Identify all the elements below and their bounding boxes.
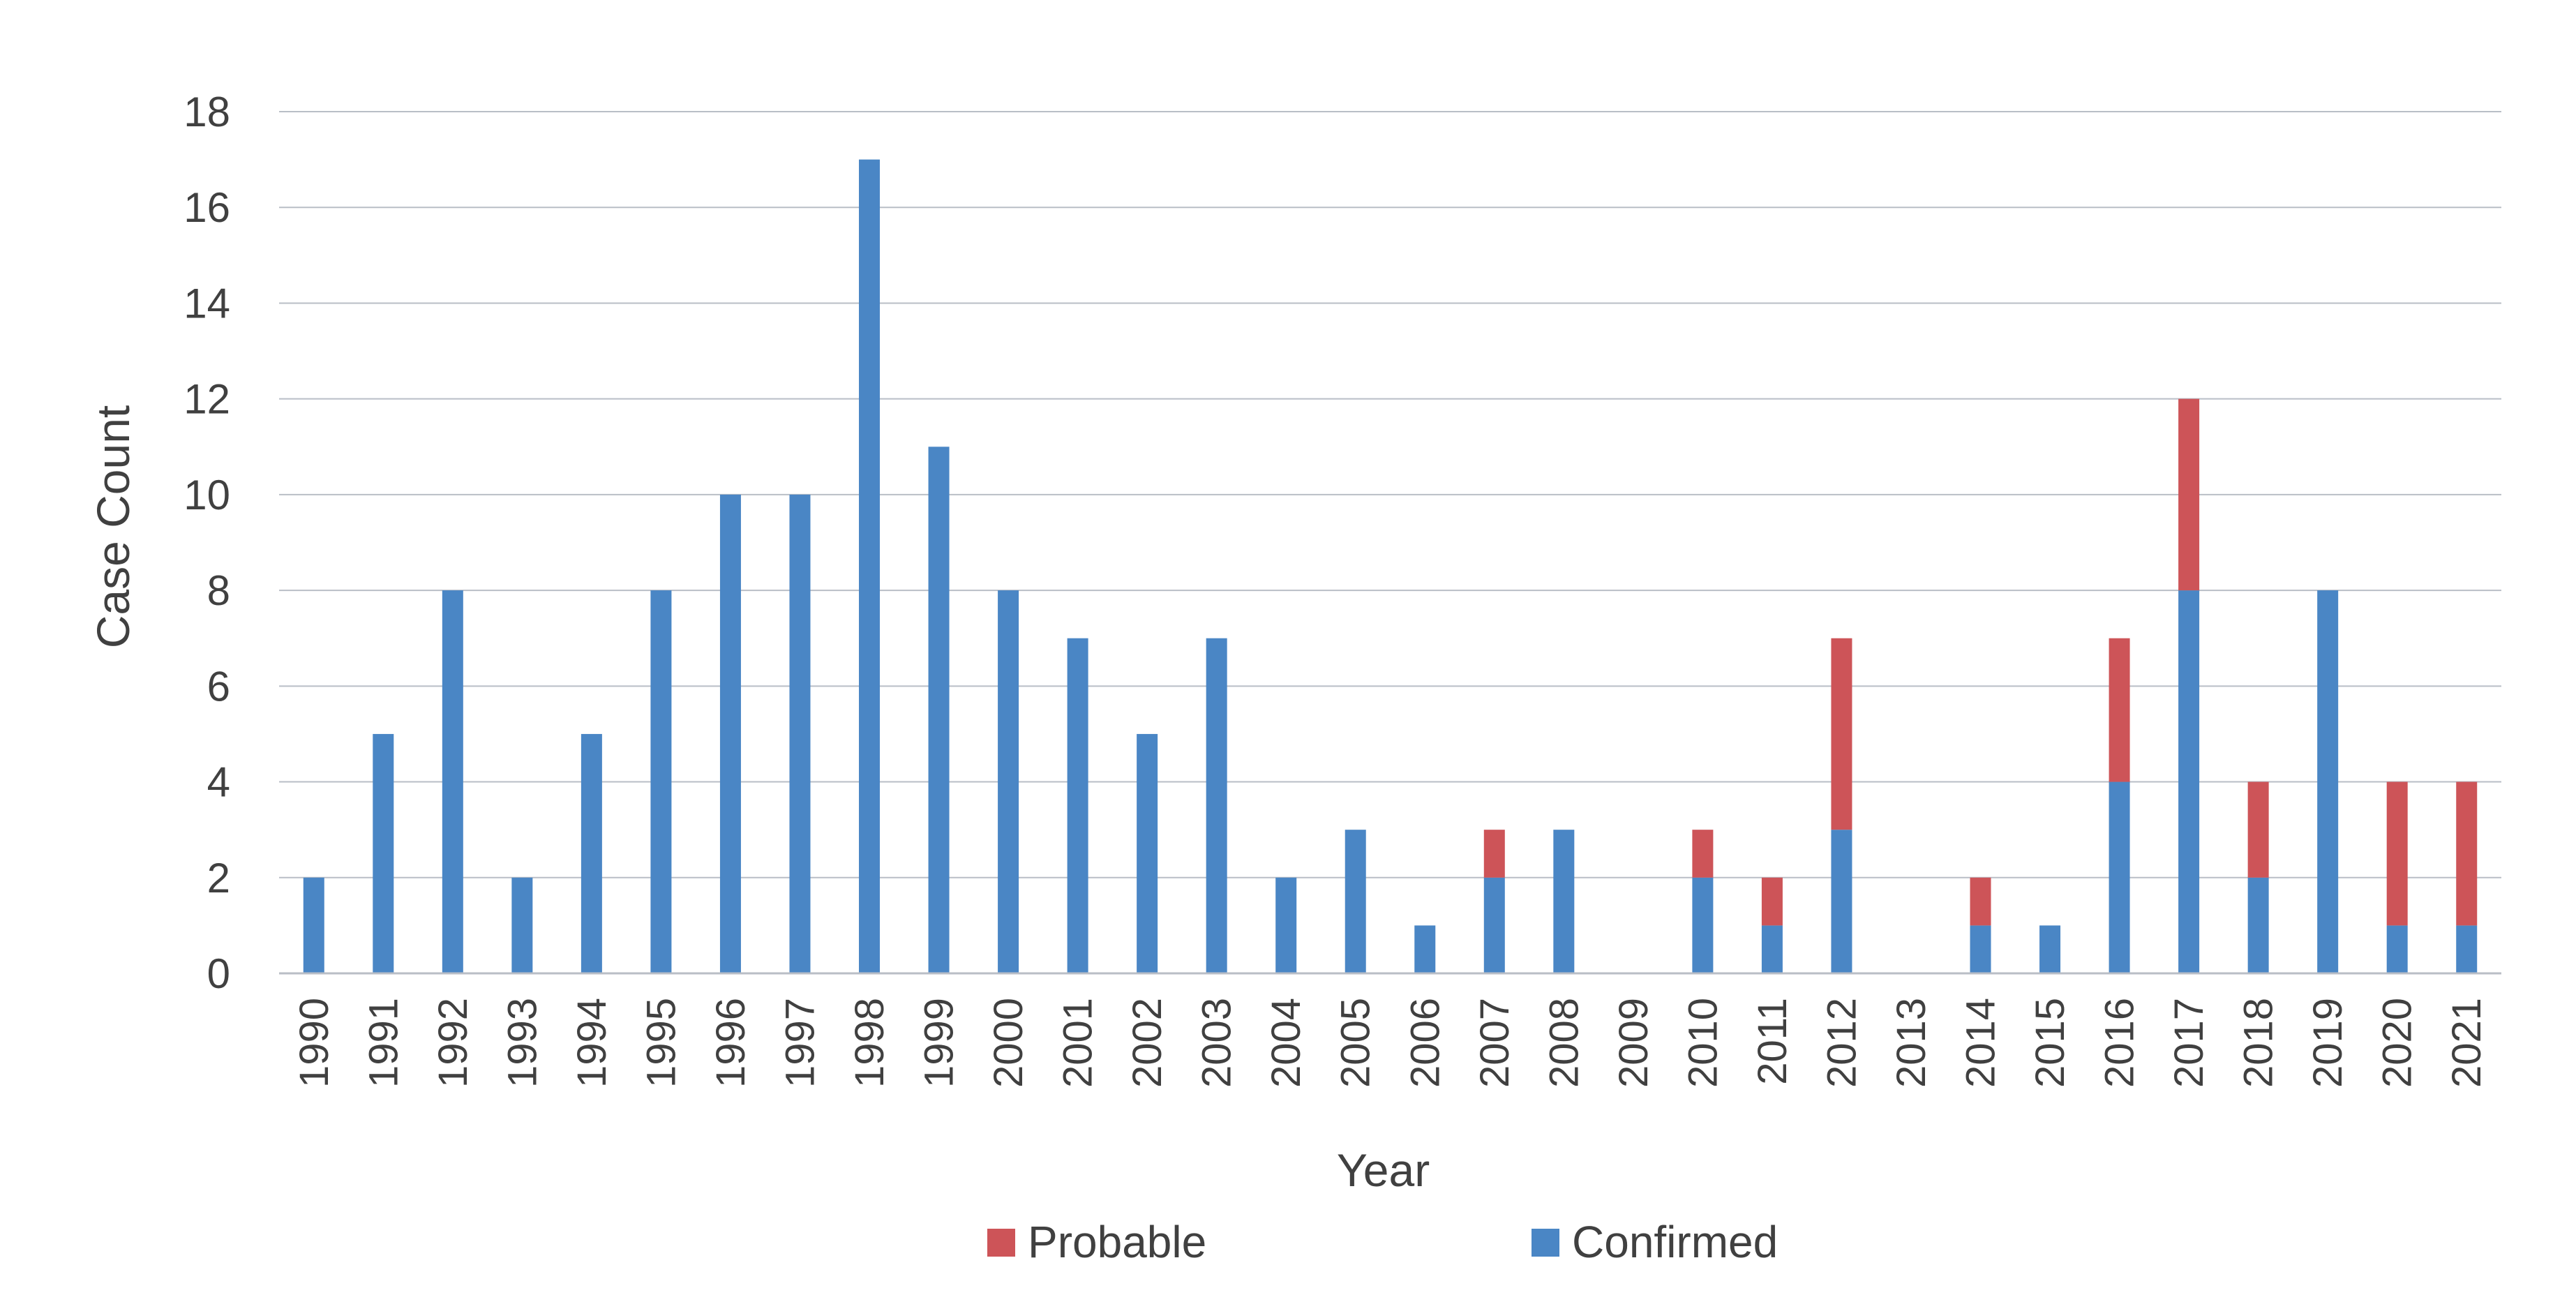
bar-confirmed-2010: [1692, 877, 1714, 973]
bar-confirmed-2007: [1483, 877, 1505, 973]
bar-confirmed-2012: [1831, 830, 1852, 973]
x-tick-label: 1991: [361, 998, 406, 1088]
x-tick-label: 2013: [1889, 998, 1934, 1088]
legend-swatch-confirmed: [1532, 1229, 1559, 1257]
x-tick-label: 1996: [708, 998, 754, 1088]
x-tick-label: 1994: [569, 998, 615, 1088]
x-tick-label: 1993: [500, 998, 545, 1088]
bar-probable-2016: [2109, 638, 2130, 782]
y-axis-ticks: 0 2 4 6 8 10 12 14 16 18: [184, 89, 230, 997]
bar-probable-2012: [1831, 638, 1852, 830]
x-tick-label: 2010: [1680, 998, 1725, 1088]
bar-confirmed-2003: [1206, 638, 1227, 973]
x-tick-label: 2000: [986, 998, 1031, 1088]
legend-label-confirmed: Confirmed: [1572, 1217, 1778, 1267]
x-axis-ticks: 1990 1991 1992 1993 1994 1995 1996 1997 1998 1999…: [292, 998, 2489, 1088]
bar-probable-2018: [2247, 781, 2269, 878]
y-tick-label: 6: [207, 663, 230, 710]
x-tick-label: 2001: [1056, 998, 1101, 1088]
x-tick-label: 2014: [1959, 998, 2004, 1088]
bar-probable-2014: [1970, 877, 1991, 926]
x-tick-label: 2012: [1819, 998, 1864, 1088]
x-tick-label: 1990: [292, 998, 337, 1088]
x-tick-label: 2016: [2097, 998, 2143, 1088]
bars: [303, 159, 2478, 974]
x-tick-label: 2021: [2444, 998, 2489, 1088]
bar-confirmed-1995: [650, 590, 672, 973]
x-tick-label: 1998: [847, 998, 892, 1088]
bar-confirmed-2006: [1414, 925, 1436, 973]
x-axis-title: Year: [1337, 1144, 1430, 1196]
y-tick-label: 14: [184, 280, 230, 327]
bar-confirmed-1991: [373, 733, 394, 973]
bar-confirmed-1999: [928, 447, 950, 973]
bar-confirmed-2008: [1553, 830, 1575, 973]
x-tick-label: 2009: [1611, 998, 1656, 1088]
x-tick-label: 2015: [2028, 998, 2073, 1088]
bar-confirmed-1993: [511, 877, 533, 973]
x-tick-label: 2019: [2305, 998, 2351, 1088]
x-tick-label: 1997: [777, 998, 823, 1088]
bar-probable-2021: [2456, 781, 2478, 926]
gridlines: [279, 111, 2501, 878]
x-tick-label: 2018: [2236, 998, 2282, 1088]
x-tick-label: 2007: [1472, 998, 1518, 1088]
legend-swatch-probable: [987, 1229, 1015, 1257]
bar-confirmed-1992: [442, 590, 463, 973]
bar-confirmed-2004: [1275, 877, 1297, 973]
y-tick-label: 0: [207, 950, 230, 997]
x-tick-label: 2020: [2375, 998, 2420, 1088]
bar-confirmed-1994: [581, 733, 602, 973]
legend: Probable Confirmed: [987, 1217, 1778, 1267]
x-tick-label: 1992: [430, 998, 476, 1088]
y-tick-label: 8: [207, 567, 230, 614]
x-tick-label: 1999: [917, 998, 962, 1088]
bar-confirmed-2017: [2178, 590, 2200, 973]
bar-confirmed-2020: [2386, 925, 2408, 973]
bar-confirmed-2002: [1137, 733, 1158, 973]
bar-confirmed-2005: [1345, 830, 1366, 973]
bar-confirmed-1998: [859, 159, 881, 974]
y-tick-label: 2: [207, 855, 230, 901]
legend-label-probable: Probable: [1028, 1217, 1206, 1267]
bar-confirmed-2001: [1067, 638, 1088, 973]
bar-probable-2007: [1483, 830, 1505, 878]
x-tick-label: 2006: [1402, 998, 1448, 1088]
x-tick-label: 1995: [638, 998, 684, 1088]
y-tick-label: 18: [184, 89, 230, 135]
bar-confirmed-2014: [1970, 925, 1991, 973]
y-axis-title: Case Count: [87, 405, 139, 649]
bar-confirmed-1997: [789, 494, 811, 973]
bar-probable-2011: [1761, 877, 1783, 926]
y-tick-label: 16: [184, 184, 230, 231]
bar-probable-2010: [1692, 830, 1714, 878]
bar-confirmed-2016: [2109, 781, 2130, 973]
y-tick-label: 4: [207, 759, 230, 806]
y-tick-label: 12: [184, 376, 230, 423]
bar-confirmed-2021: [2456, 925, 2478, 973]
x-tick-label: 2008: [1541, 998, 1587, 1088]
x-tick-label: 2003: [1195, 998, 1240, 1088]
bar-confirmed-1996: [719, 494, 741, 973]
bar-confirmed-2019: [2317, 590, 2339, 973]
x-tick-label: 2017: [2166, 998, 2212, 1088]
bar-confirmed-2000: [998, 590, 1019, 973]
y-tick-label: 10: [184, 472, 230, 518]
x-tick-label: 2004: [1264, 998, 1309, 1088]
x-tick-label: 2002: [1125, 998, 1170, 1088]
bar-confirmed-2011: [1761, 925, 1783, 973]
bar-probable-2017: [2178, 398, 2200, 591]
bar-probable-2020: [2386, 781, 2408, 926]
bar-confirmed-2015: [2039, 925, 2061, 973]
x-tick-label: 2011: [1750, 998, 1795, 1085]
x-tick-label: 2005: [1333, 998, 1379, 1088]
bar-confirmed-1990: [303, 877, 324, 973]
bar-confirmed-2018: [2247, 877, 2269, 973]
